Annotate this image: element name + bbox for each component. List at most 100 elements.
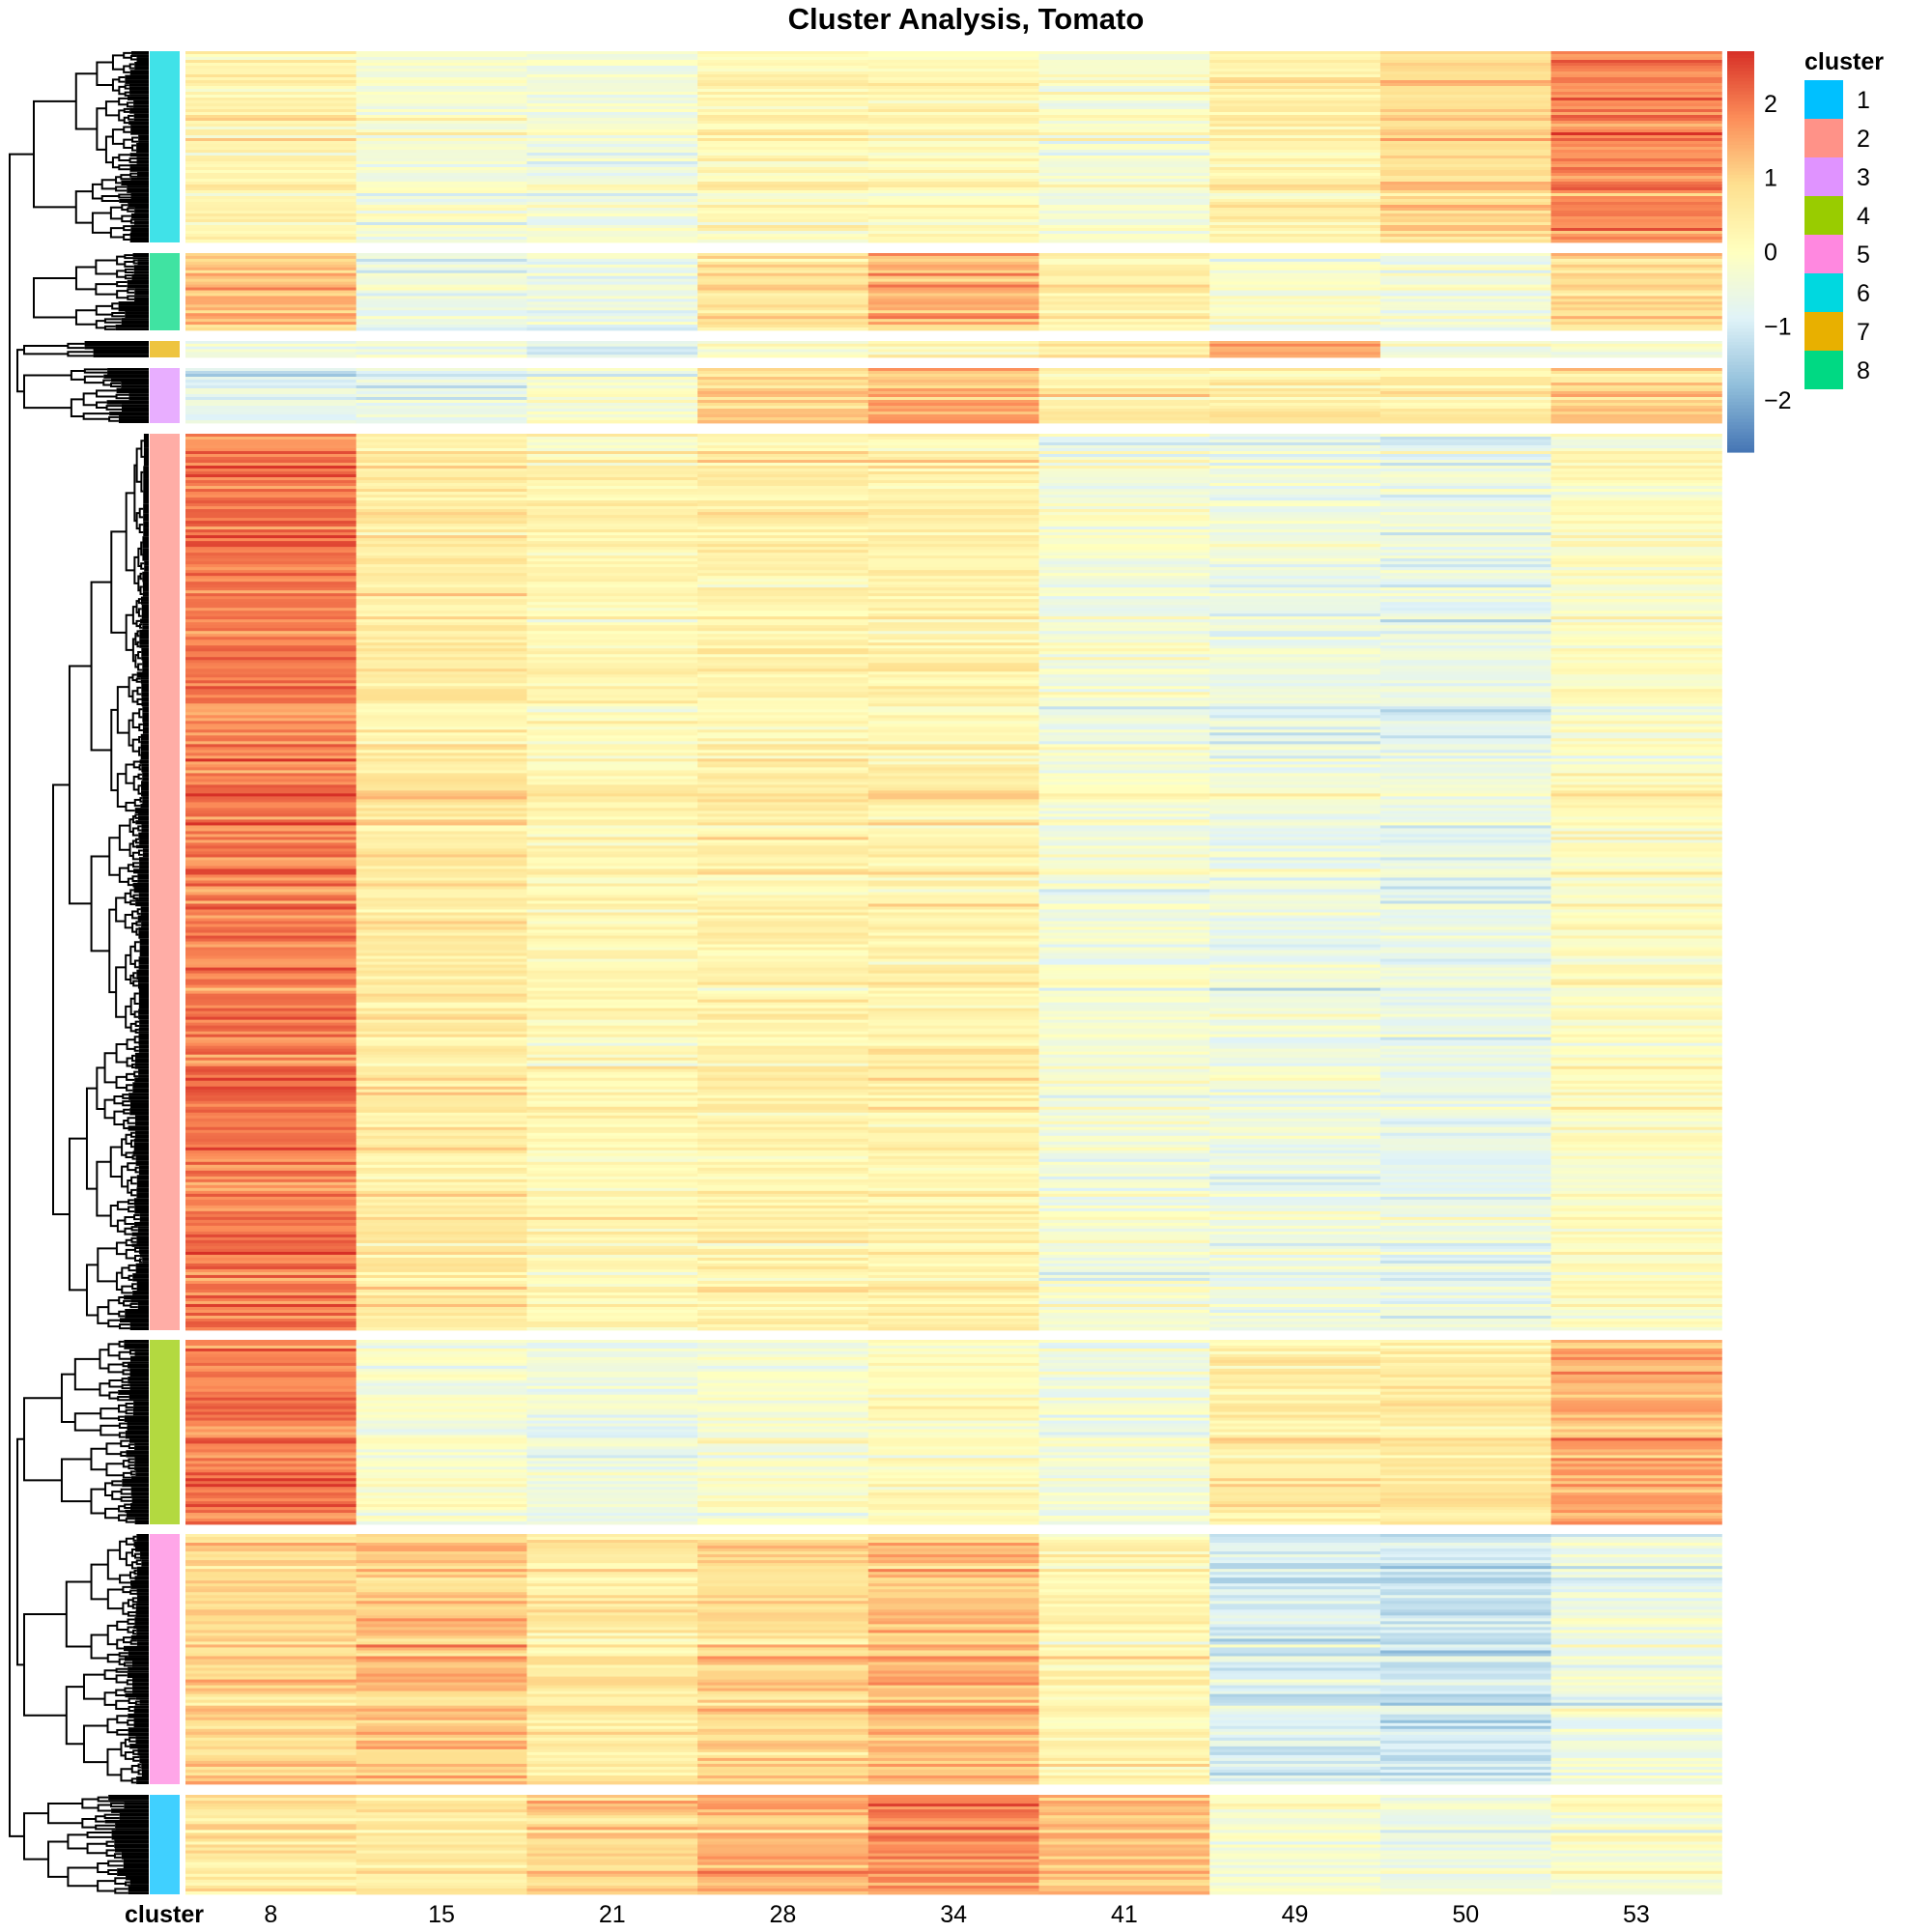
dendrogram-leaves — [139, 838, 149, 840]
dendrogram-branch — [127, 207, 135, 213]
heatmap-cell — [697, 202, 869, 206]
heatmap-cell — [1209, 310, 1381, 314]
heatmap-cell — [697, 611, 869, 614]
heatmap-cell — [697, 631, 869, 635]
heatmap-cell — [185, 1063, 357, 1067]
heatmap-cell — [355, 1048, 527, 1053]
dendrogram-leaves — [130, 125, 149, 129]
heatmap-cell — [1550, 837, 1722, 840]
heatmap-cell — [1209, 1155, 1381, 1160]
heatmap-cell — [1209, 1025, 1381, 1030]
heatmap-cell — [697, 182, 869, 185]
heatmap-cell — [1550, 784, 1722, 788]
heatmap-cell — [185, 535, 357, 539]
heatmap-cell — [1379, 509, 1552, 513]
dendrogram-leaves — [141, 828, 149, 833]
heatmap-cell — [867, 1469, 1039, 1473]
heatmap-cell — [185, 1039, 357, 1044]
heatmap-cell — [1550, 310, 1722, 314]
heatmap-cell — [1379, 1103, 1552, 1108]
heatmap-cell — [1209, 1303, 1381, 1308]
heatmap-cell — [1038, 343, 1210, 348]
heatmap-cell — [1550, 202, 1722, 206]
heatmap-cell — [1209, 582, 1381, 585]
heatmap-cell — [697, 616, 869, 620]
heatmap-cell — [1550, 642, 1722, 646]
heatmap-cell — [526, 1429, 698, 1433]
heatmap-cell — [185, 1187, 357, 1192]
heatmap-cell — [1379, 625, 1552, 629]
heatmap-cell — [867, 973, 1039, 977]
heatmap-cell — [867, 213, 1039, 217]
heatmap-cell — [1550, 955, 1722, 959]
heatmap-cell — [185, 773, 357, 777]
heatmap-cell — [526, 686, 698, 690]
heatmap-cell — [1379, 599, 1552, 603]
heatmap-cell — [185, 1292, 357, 1296]
dendrogram-leaves — [138, 140, 149, 143]
heatmap-cell — [355, 790, 527, 794]
heatmap-cell — [1038, 1426, 1210, 1430]
dendrogram-leaves — [139, 839, 149, 845]
heatmap-cell — [1209, 1010, 1381, 1015]
heatmap-cell — [1550, 892, 1722, 895]
dendrogram-leaves — [115, 327, 149, 330]
heatmap-cell — [867, 1429, 1039, 1433]
dendrogram-branch — [115, 1241, 127, 1256]
heatmap-cell — [355, 1458, 527, 1462]
dendrogram-branch — [126, 1072, 135, 1081]
heatmap-cell — [1550, 1132, 1722, 1137]
heatmap-cell — [355, 355, 527, 358]
heatmap-cell — [697, 1152, 869, 1157]
heatmap-cell — [185, 1521, 357, 1525]
heatmap-cell — [1209, 1202, 1381, 1207]
heatmap-cell — [1209, 216, 1381, 220]
heatmap-cell — [526, 1034, 698, 1038]
heatmap-cell — [1209, 674, 1381, 678]
heatmap-cell — [1379, 926, 1552, 930]
heatmap-cell — [1038, 483, 1210, 487]
heatmap-cell — [697, 541, 869, 545]
heatmap-cell — [1379, 1286, 1552, 1291]
dendrogram-leaves — [136, 1175, 149, 1180]
heatmap-cell — [1550, 1426, 1722, 1430]
heatmap-cell — [355, 1013, 527, 1018]
heatmap-cell — [1550, 460, 1722, 464]
dendrogram-leaves — [127, 279, 149, 285]
heatmap-cell — [1209, 805, 1381, 809]
heatmap-cell — [355, 304, 527, 308]
heatmap-cell — [1209, 1254, 1381, 1259]
heatmap-cell — [355, 573, 527, 577]
heatmap-cell — [355, 1356, 527, 1361]
heatmap-cell — [1550, 179, 1722, 183]
heatmap-cell — [355, 1492, 527, 1496]
dendrogram-leaves — [135, 901, 149, 907]
heatmap-cell — [185, 622, 357, 626]
heatmap-cell — [867, 602, 1039, 606]
heatmap-cell — [1038, 240, 1210, 243]
heatmap-cell — [697, 1251, 869, 1256]
heatmap-cell — [185, 790, 357, 794]
heatmap-cell — [185, 1318, 357, 1322]
heatmap-cell — [1550, 1086, 1722, 1091]
heatmap-cell — [867, 1141, 1039, 1146]
dendrogram-branch — [110, 382, 122, 387]
heatmap-cell — [697, 573, 869, 577]
heatmap-cell — [1209, 567, 1381, 571]
heatmap-cell — [697, 51, 869, 55]
heatmap-cell — [1209, 497, 1381, 501]
heatmap-cell — [697, 1199, 869, 1204]
heatmap-cell — [1209, 57, 1381, 61]
dendrogram-leaves — [107, 370, 149, 375]
heatmap-cell — [185, 518, 357, 522]
heatmap-cell — [185, 86, 357, 90]
dendrogram-leaves — [141, 701, 149, 707]
heatmap-cell — [697, 503, 869, 507]
heatmap-cell — [867, 912, 1039, 916]
heatmap-cell — [1379, 144, 1552, 148]
heatmap-cell — [1550, 628, 1722, 632]
heatmap-cell — [867, 608, 1039, 611]
heatmap-cell — [355, 170, 527, 174]
heatmap-cell — [185, 984, 357, 989]
heatmap-cell — [1038, 900, 1210, 904]
